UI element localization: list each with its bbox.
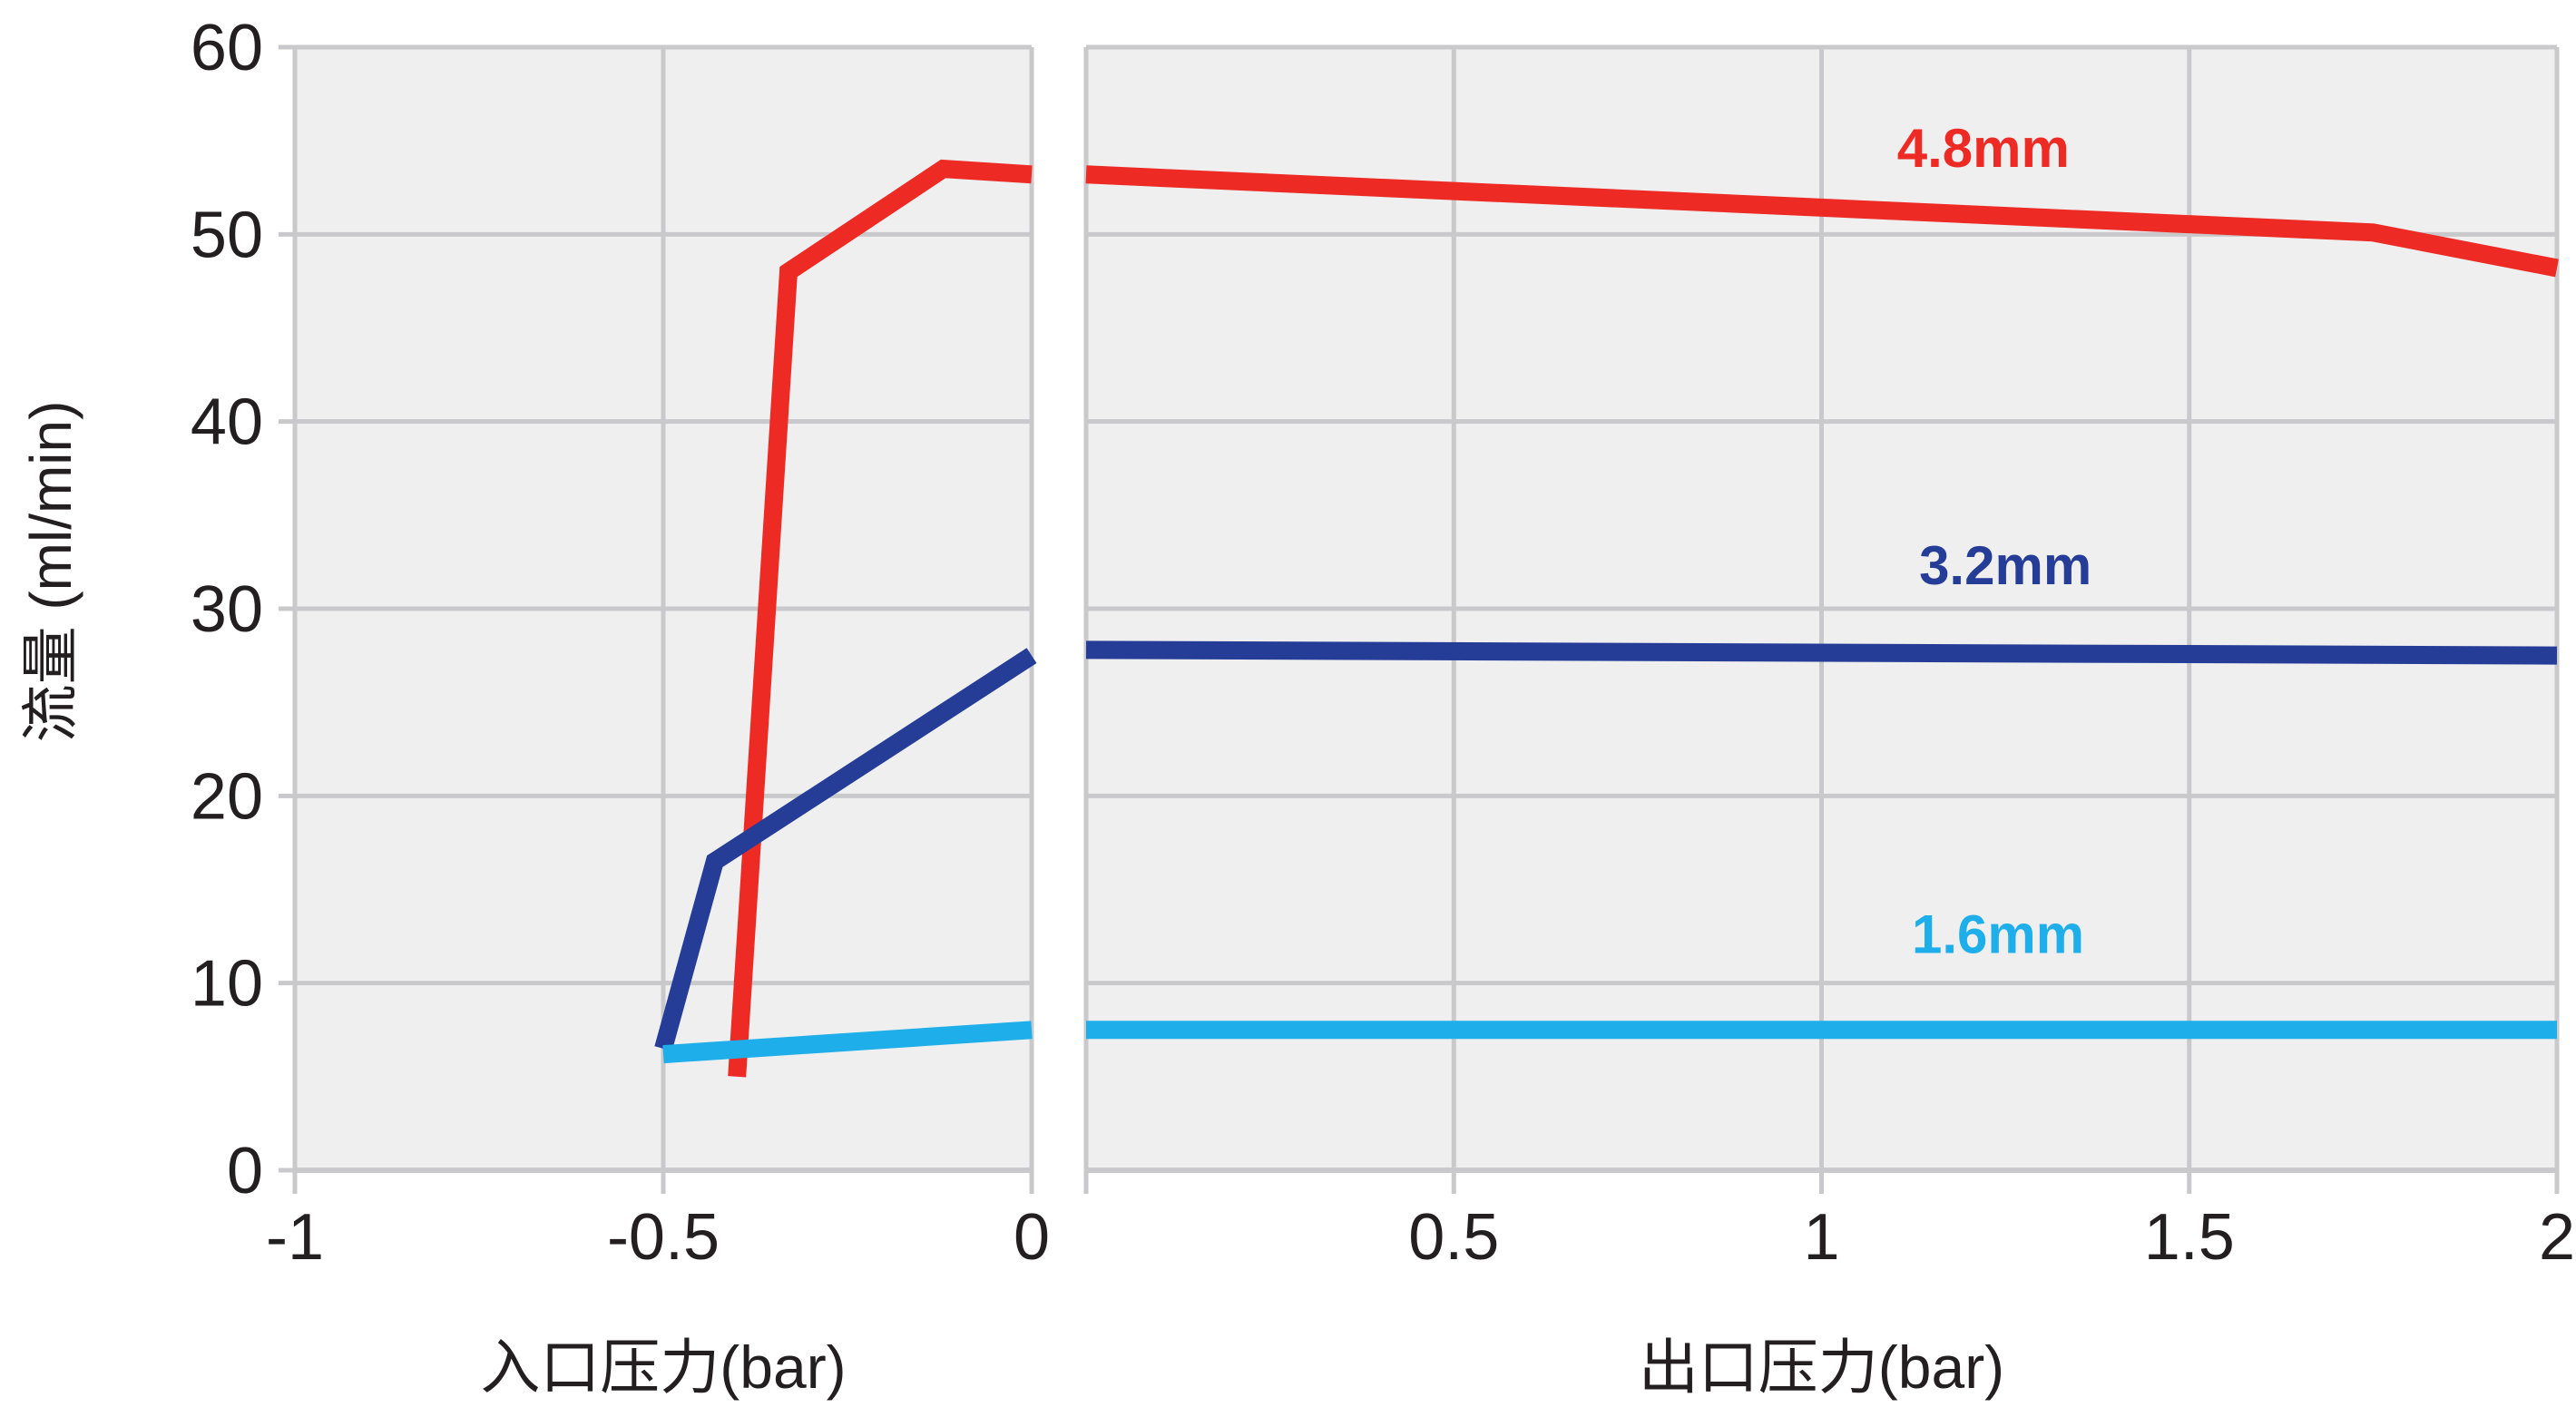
inlet-series-line-1-6mm <box>662 1021 1033 1064</box>
outlet-x-tick-label: 2 <box>2539 1201 2575 1274</box>
y-tick-label: 0 <box>227 1135 263 1207</box>
inlet-x-tick-label: -0.5 <box>607 1201 720 1274</box>
series-label-3-2mm: 3.2mm <box>1919 535 2091 596</box>
y-tick-label: 40 <box>191 386 263 459</box>
inlet-series-line-3-2mm <box>654 648 1037 1051</box>
outlet-series-line-4-8mm <box>1085 165 2559 278</box>
inlet-series-line-4-8mm <box>728 159 1033 1078</box>
series-labels: 4.8mm 3.2mm 1.6mm <box>1897 118 2091 965</box>
inlet-x-tick-label: 0 <box>1014 1201 1050 1274</box>
outlet-series-line-3-2mm <box>1085 640 2558 665</box>
y-axis: 流量 (ml/min) 0 10 20 30 40 50 60 <box>18 12 295 1207</box>
series-label-4-8mm: 4.8mm <box>1897 118 2070 179</box>
outlet-x-axis-label: 出口压力(bar) <box>1639 1334 2004 1401</box>
inlet-panel: -1 -0.5 0 入口压力(bar) <box>266 44 1050 1401</box>
y-tick-label: 60 <box>191 12 263 84</box>
inlet-x-tick-label: -1 <box>266 1201 324 1274</box>
panels-layer: -1 -0.5 0 入口压力(bar) 0.5 1 1.5 2 出口压力(bar) <box>266 44 2575 1401</box>
y-tick-label: 20 <box>191 760 263 833</box>
y-tick-label: 10 <box>191 948 263 1021</box>
series-label-1-6mm: 1.6mm <box>1912 904 2084 965</box>
y-tick-label: 50 <box>191 199 263 271</box>
outlet-x-tick-label: 0.5 <box>1408 1201 1499 1274</box>
outlet-x-tick-label: 1.5 <box>2144 1201 2235 1274</box>
outlet-x-tick-label: 1 <box>1803 1201 1839 1274</box>
y-tick-label: 30 <box>191 573 263 646</box>
y-axis-label: 流量 (ml/min) <box>18 401 83 743</box>
outlet-panel: 0.5 1 1.5 2 出口压力(bar) <box>1083 44 2575 1401</box>
inlet-x-axis-label: 入口压力(bar) <box>480 1334 846 1401</box>
